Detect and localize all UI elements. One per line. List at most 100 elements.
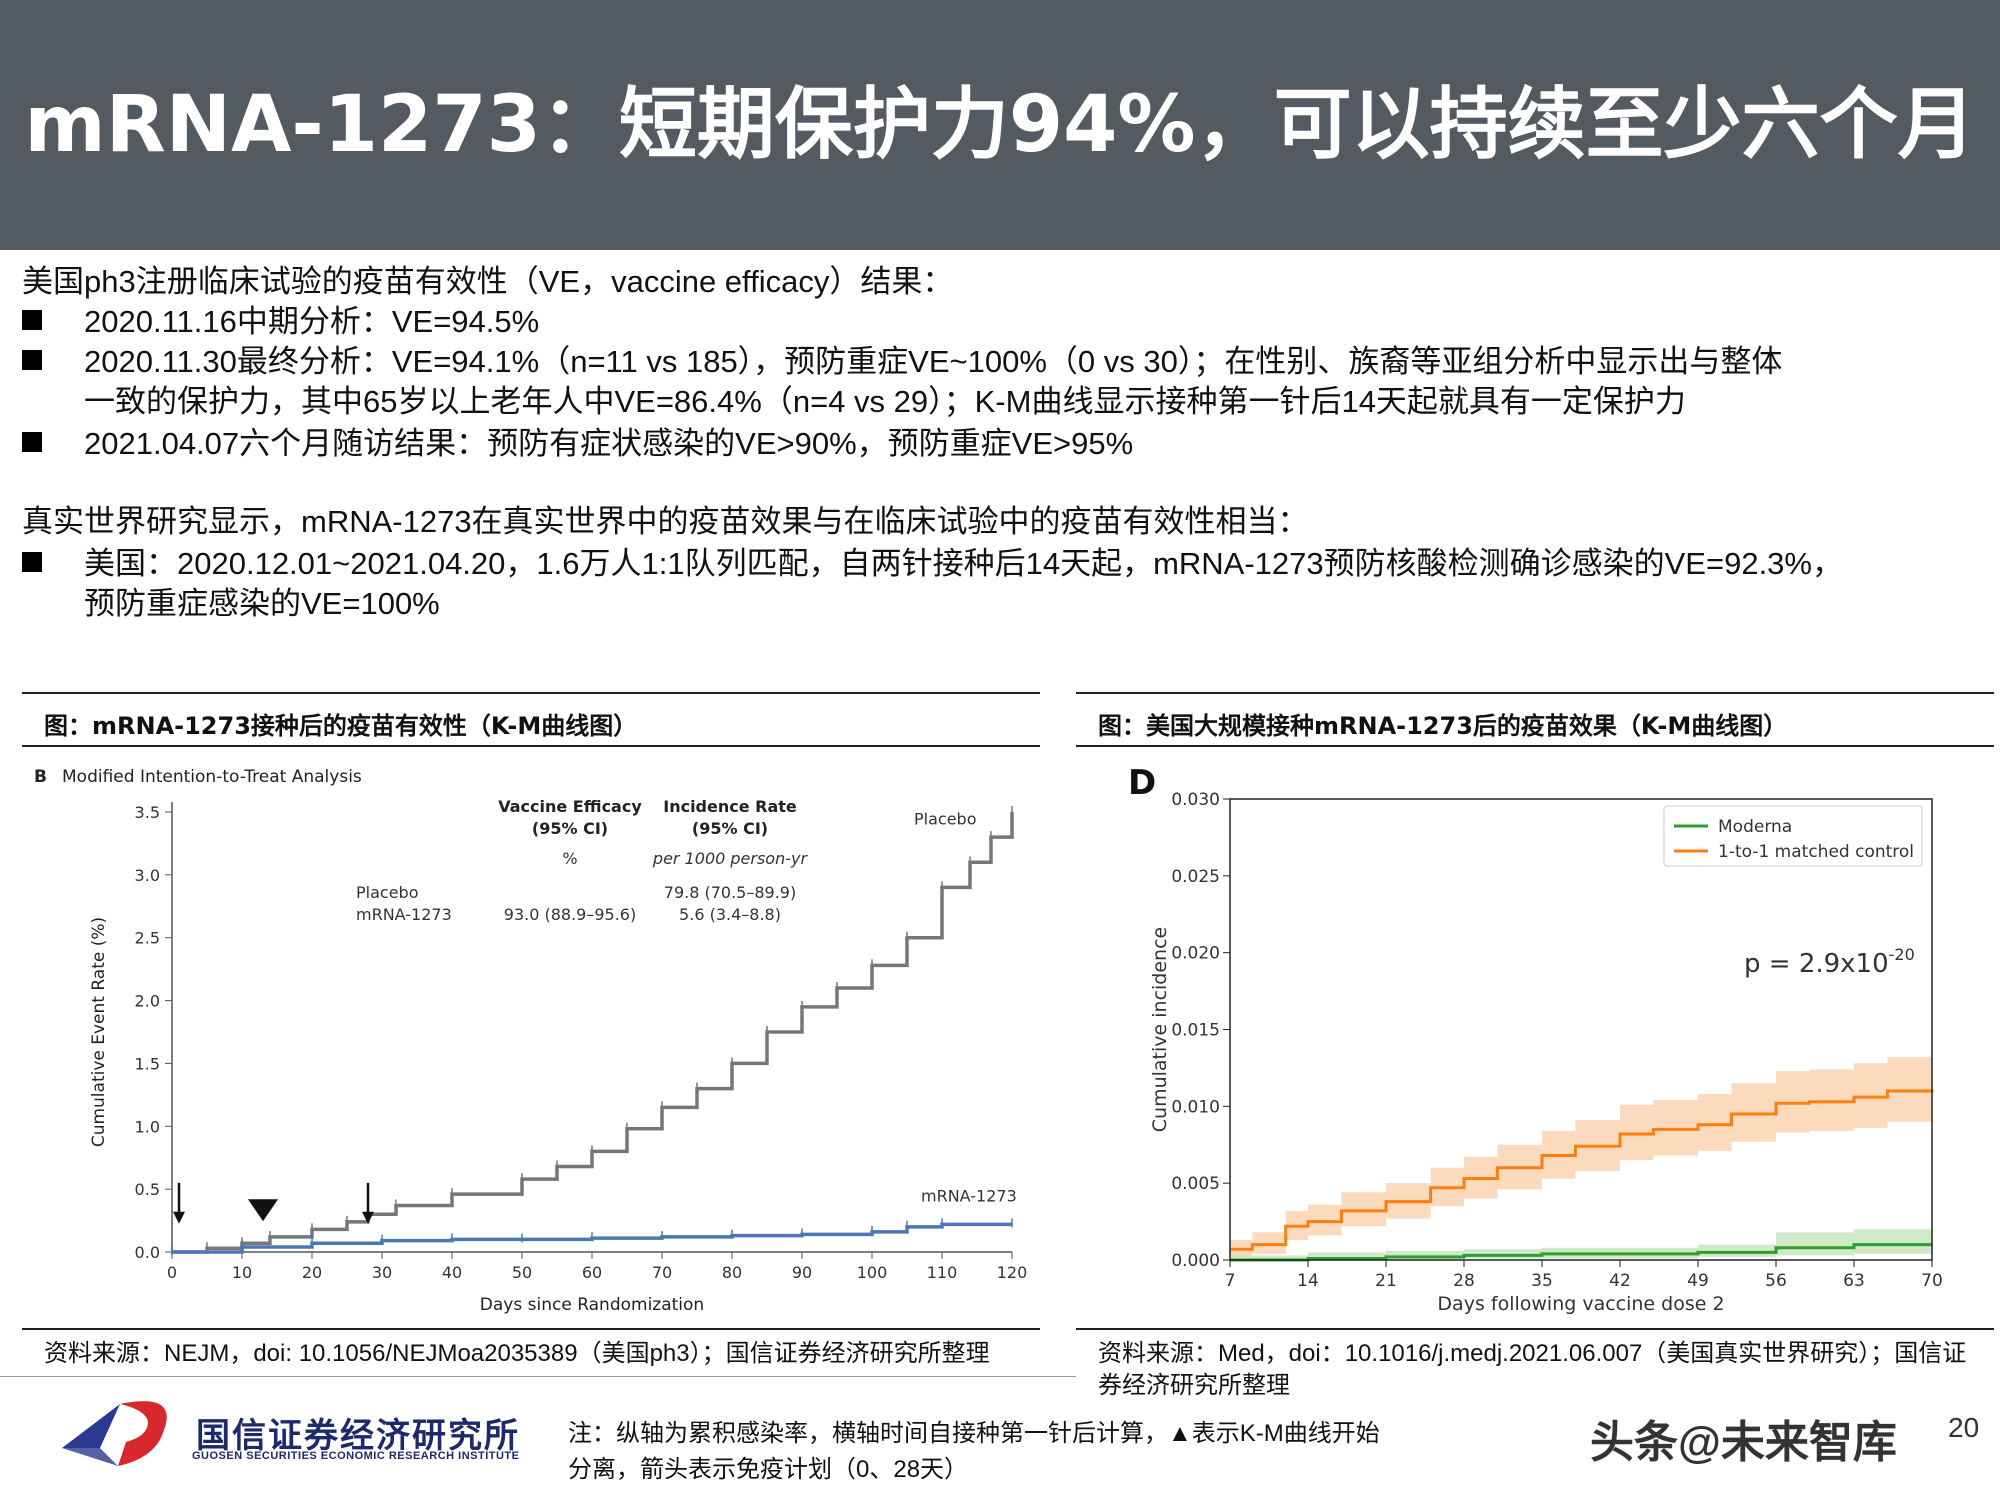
y-tick-label: 3.0 (135, 866, 160, 885)
dose-arrow-head (173, 1211, 185, 1224)
realworld-line: 真实世界研究显示，mRNA-1273在真实世界中的疫苗效果与在临床试验中的疫苗有… (22, 504, 1309, 539)
header-bar (0, 0, 2000, 250)
x-tick-label: 70 (652, 1263, 672, 1282)
table-header-ve-ci: (95% CI) (532, 819, 608, 838)
x-tick-label: 14 (1297, 1271, 1319, 1291)
panel-rule-bottom (1076, 1328, 1994, 1330)
p-value-label: p = 2.9x10-20 (1744, 945, 1915, 979)
y-tick-label: 3.5 (135, 803, 160, 822)
x-tick-label: 56 (1765, 1271, 1787, 1291)
intro-bullet-2-cont: 一致的保护力，其中65岁以上老年人中VE=86.4%（n=4 vs 29）；K-… (84, 384, 1686, 419)
panel-label: D (1128, 763, 1156, 803)
x-tick-label: 60 (582, 1263, 602, 1282)
left-panel-source: 资料来源：NEJM，doi: 10.1056/NEJMoa2035389（美国p… (44, 1340, 990, 1367)
kaplan-meier-chart-right: D 0.000 0.005 0.010 0.015 0.020 0.025 0.030 7 14 2… (1128, 763, 1943, 1315)
table-unit-ve: % (562, 849, 577, 868)
x-tick-label: 90 (792, 1263, 812, 1282)
x-tick-label: 80 (722, 1263, 742, 1282)
x-tick-label: 10 (232, 1263, 252, 1282)
logo-english: GUOSEN SECURITIES ECONOMIC RESEARCH INST… (192, 1450, 520, 1462)
x-tick-label: 100 (857, 1263, 888, 1282)
x-tick-label: 110 (927, 1263, 958, 1282)
x-tick-label: 50 (512, 1263, 532, 1282)
table-row-placebo: Placebo (356, 883, 418, 902)
y-tick-label: 0.010 (1171, 1097, 1220, 1117)
table-header-ir-ci: (95% CI) (692, 819, 768, 838)
kaplan-meier-chart-left: B Modified Intention-to-Treat Analysis 0.0… (34, 767, 1028, 1315)
watermark-text: 头条@未来智库 (1590, 1418, 1897, 1467)
logo-chinese: 国信证券经济研究所 (196, 1417, 520, 1455)
x-tick-label: 49 (1687, 1271, 1709, 1291)
y-tick-label: 1.0 (135, 1117, 160, 1136)
intro-bullet-1: 2020.11.16中期分析：VE=94.5% (84, 304, 540, 339)
table-unit-ir: per 1000 person-yr (652, 849, 809, 868)
panel-label: B (34, 767, 47, 787)
x-tick-label: 120 (997, 1263, 1028, 1282)
y-tick-label: 1.5 (135, 1054, 160, 1073)
table-ir-mrna: 5.6 (3.4–8.8) (679, 905, 781, 924)
page-number: 20 (1948, 1412, 1980, 1443)
intro-line: 美国ph3注册临床试验的疫苗有效性（VE，vaccine efficacy）结果… (22, 264, 954, 299)
guosen-logo-icon (62, 1401, 167, 1466)
panel-rule-mid (22, 745, 1040, 747)
right-panel-source: 资料来源：Med，doi：10.1016/j.medj.2021.06.007（… (1098, 1340, 1967, 1399)
y-axis-label: Cumulative Event Rate (%) (89, 917, 109, 1147)
dose-arrow-head (362, 1211, 374, 1224)
x-tick-label: 28 (1453, 1271, 1475, 1291)
note-line-2: 分离，箭头表示免疫计划（0、28天） (568, 1456, 969, 1483)
intro-bullet-3: 2021.04.07六个月随访结果：预防有症状感染的VE>90%，预防重症VE>… (84, 426, 1134, 461)
y-tick-label: 0.5 (135, 1180, 160, 1199)
x-axis-label: Days since Randomization (480, 1295, 704, 1315)
bullet-marker (22, 350, 42, 370)
panel-rule-bottom (22, 1328, 1040, 1330)
series-line (172, 812, 1014, 1254)
panel-rule-top (1076, 692, 1994, 694)
table-header-ve: Vaccine Efficacy (498, 797, 642, 816)
series-line (1230, 1089, 1934, 1251)
x-tick-label: 7 (1225, 1271, 1236, 1291)
chart-title: Modified Intention-to-Treat Analysis (62, 767, 362, 787)
y-tick-label: 2.0 (135, 992, 160, 1011)
y-axis-label: Cumulative incidence (1149, 927, 1171, 1132)
x-tick-label: 30 (372, 1263, 392, 1282)
y-tick-label: 0.005 (1171, 1174, 1220, 1194)
series-annotation: mRNA-1273 (921, 1187, 1017, 1206)
bullet-marker (22, 310, 42, 330)
bullet-marker (22, 552, 42, 572)
series-line (1230, 1243, 1932, 1262)
x-axis-label: Days following vaccine dose 2 (1437, 1293, 1724, 1315)
x-tick-label: 0 (167, 1263, 177, 1282)
x-tick-label: 21 (1375, 1271, 1397, 1291)
intro-bullet-2: 2020.11.30最终分析：VE=94.1%（n=11 vs 185），预防重… (84, 344, 1783, 379)
panel-rule-top (22, 692, 1040, 694)
legend-label: Moderna (1718, 817, 1792, 837)
y-tick-label: 0.015 (1171, 1021, 1220, 1041)
page-title: mRNA-1273：短期保护力94%，可以持续至少六个月 (24, 80, 1976, 170)
x-tick-label: 63 (1843, 1271, 1865, 1291)
y-tick-label: 0.030 (1171, 790, 1220, 810)
y-tick-label: 0.020 (1171, 944, 1220, 964)
left-panel-title: 图：mRNA-1273接种后的疫苗有效性（K-M曲线图） (44, 712, 638, 740)
y-tick-label: 0.0 (135, 1243, 160, 1262)
y-tick-label: 0.000 (1171, 1251, 1220, 1271)
confidence-band (1230, 1047, 1932, 1257)
table-ir-placebo: 79.8 (70.5–89.9) (664, 883, 796, 902)
footer-rule (0, 1376, 1076, 1377)
table-header-ir: Incidence Rate (663, 797, 797, 816)
panel-rule-mid (1076, 745, 1994, 747)
table-row-mrna: mRNA-1273 (356, 905, 452, 924)
separation-triangle (248, 1199, 278, 1222)
p-value-exponent: -20 (1889, 945, 1915, 964)
note-line-1: 注：纵轴为累积感染率，横轴时间自接种第一针后计算，▲表示K-M曲线开始 (568, 1420, 1380, 1447)
right-panel-title: 图：美国大规模接种mRNA-1273后的疫苗效果（K-M曲线图） (1098, 712, 1788, 740)
realworld-bullet: 美国：2020.12.01~2021.04.20，1.6万人1:1队列匹配，自两… (84, 546, 1843, 581)
x-tick-label: 42 (1609, 1271, 1631, 1291)
plot-frame (1229, 798, 1933, 1261)
x-tick-label: 40 (442, 1263, 462, 1282)
y-tick-label: 0.025 (1171, 867, 1220, 887)
realworld-bullet-cont: 预防重症感染的VE=100% (84, 586, 440, 621)
bullet-marker (22, 432, 42, 452)
y-tick-label: 2.5 (135, 929, 160, 948)
x-tick-label: 35 (1531, 1271, 1553, 1291)
x-tick-label: 20 (302, 1263, 322, 1282)
